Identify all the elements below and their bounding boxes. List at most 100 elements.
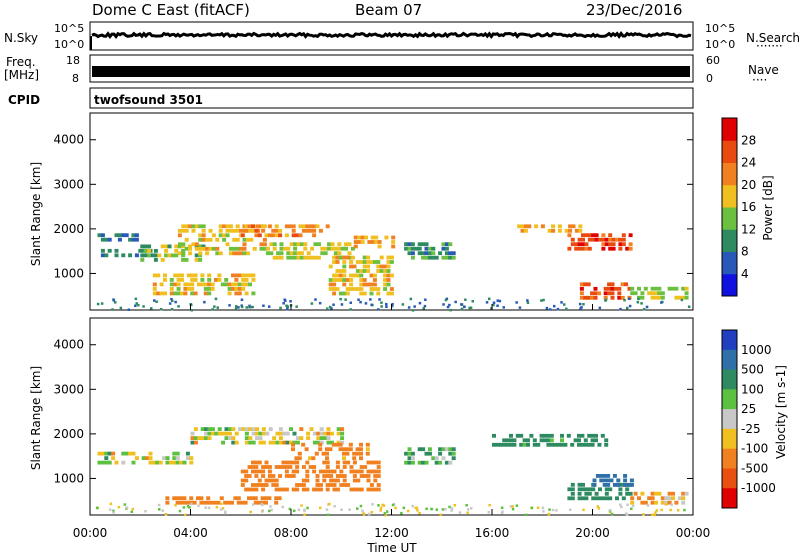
velocity-echo-cell — [251, 460, 255, 465]
power-echo-cell — [542, 298, 545, 302]
velocity-echo-cell — [425, 507, 428, 510]
power-echo-cell — [244, 278, 249, 282]
power-echo-cell — [153, 249, 158, 253]
power-echo-cell — [295, 305, 298, 308]
power-echo-cell — [286, 246, 291, 251]
velocity-echo-cell — [618, 482, 623, 487]
velocity-echo-cell — [352, 487, 357, 492]
power-echo-cell — [362, 255, 367, 260]
velocity-echo-cell — [448, 451, 453, 456]
velocity-echo-cell — [178, 509, 182, 513]
velocity-echo-cell — [316, 431, 321, 436]
velocity-cbar-swatch — [722, 389, 737, 410]
power-echo-cell — [235, 237, 240, 242]
power-echo-cell — [232, 237, 237, 242]
power-echo-cell — [431, 255, 436, 260]
power-echo-cell — [492, 301, 496, 304]
velocity-echo-cell — [434, 460, 439, 465]
power-echo-cell — [560, 301, 563, 304]
velocity-echo-cell — [231, 427, 236, 431]
power-echo-cell — [170, 308, 174, 311]
power-echo-cell — [310, 302, 314, 305]
power-echo-cell — [262, 237, 267, 242]
velocity-echo-cell — [536, 506, 540, 509]
power-echo-cell — [410, 251, 415, 256]
velocity-echo-cell — [295, 487, 300, 492]
velocity-echo-cell — [226, 500, 231, 505]
x-tick-label: 20:00 — [575, 526, 610, 540]
velocity-echo-cell — [255, 436, 260, 440]
velocity-echo-cell — [348, 508, 351, 511]
velocity-echo-cell — [381, 503, 384, 507]
velocity-echo-cell — [441, 508, 445, 511]
velocity-echo-cell — [608, 496, 613, 501]
velocity-echo-cell — [402, 506, 406, 510]
velocity-echo-cell — [373, 478, 378, 483]
velocity-echo-cell — [677, 496, 682, 501]
power-echo-cell — [194, 258, 199, 262]
velocity-echo-cell — [667, 491, 672, 496]
velocity-echo-cell — [325, 456, 329, 461]
power-echo-cell — [249, 237, 254, 242]
velocity-echo-cell — [601, 496, 606, 501]
velocity-echo-cell — [185, 500, 190, 505]
velocity-echo-cell — [602, 483, 607, 487]
velocity-echo-cell — [291, 474, 296, 478]
velocity-echo-cell — [220, 502, 223, 505]
power-echo-cell — [177, 233, 182, 238]
power-echo-cell — [367, 240, 372, 244]
power-echo-cell — [570, 237, 575, 242]
velocity-echo-cell — [505, 438, 510, 443]
velocity-echo-cell — [293, 509, 296, 513]
power-echo-cell — [485, 301, 489, 304]
power-echo-cell — [610, 291, 615, 296]
power-echo-cell — [604, 242, 609, 247]
velocity-echo-cell — [223, 500, 228, 505]
nsearch-dots: ······· — [756, 39, 783, 53]
velocity-echo-cell — [192, 500, 197, 505]
velocity-echo-cell — [492, 442, 496, 447]
velocity-echo-cell — [335, 465, 340, 469]
velocity-echo-cell — [189, 496, 194, 501]
power-echo-cell — [201, 228, 206, 233]
power-echo-cell — [207, 287, 212, 291]
power-echo-cell — [201, 246, 206, 251]
power-echo-cell — [163, 278, 167, 282]
power-echo-cell — [342, 282, 347, 287]
velocity-echo-cell — [560, 442, 564, 447]
power-echo-cell — [140, 258, 145, 262]
velocity-echo-cell — [418, 511, 421, 515]
velocity-echo-cell — [511, 505, 514, 508]
velocity-echo-cell — [594, 438, 598, 443]
velocity-echo-cell — [526, 442, 530, 447]
power-echo-cell — [174, 249, 179, 253]
power-echo-cell — [190, 309, 193, 312]
power-echo-cell — [335, 260, 340, 264]
power-echo-cell — [344, 246, 349, 251]
power-echo-cell — [518, 306, 522, 309]
power-echo-cell — [380, 305, 383, 308]
power-echo-cell — [274, 224, 279, 229]
velocity-echo-cell — [295, 469, 300, 474]
power-echo-cell — [376, 264, 381, 269]
velocity-echo-cell — [339, 474, 344, 478]
velocity-echo-cell — [543, 438, 547, 443]
power-echo-cell — [389, 291, 394, 296]
velocity-echo-cell — [362, 512, 365, 515]
power-echo-cell — [164, 253, 169, 258]
power-echo-cell — [276, 255, 281, 260]
power-echo-cell — [520, 224, 525, 229]
power-echo-cell — [152, 287, 157, 291]
power-echo-cell — [147, 244, 152, 249]
velocity-echo-cell — [315, 478, 320, 483]
power-echo-cell — [265, 251, 270, 256]
power-echo-cell — [613, 286, 618, 291]
velocity-cbar-swatch — [722, 409, 737, 430]
power-echo-cell — [190, 273, 195, 278]
power-echo-cell — [237, 287, 242, 291]
power-echo-cell — [337, 251, 342, 256]
power-echo-cell — [581, 242, 585, 247]
velocity-echo-cell — [267, 478, 272, 483]
power-echo-cell — [114, 248, 119, 253]
velocity-echo-cell — [339, 483, 344, 487]
